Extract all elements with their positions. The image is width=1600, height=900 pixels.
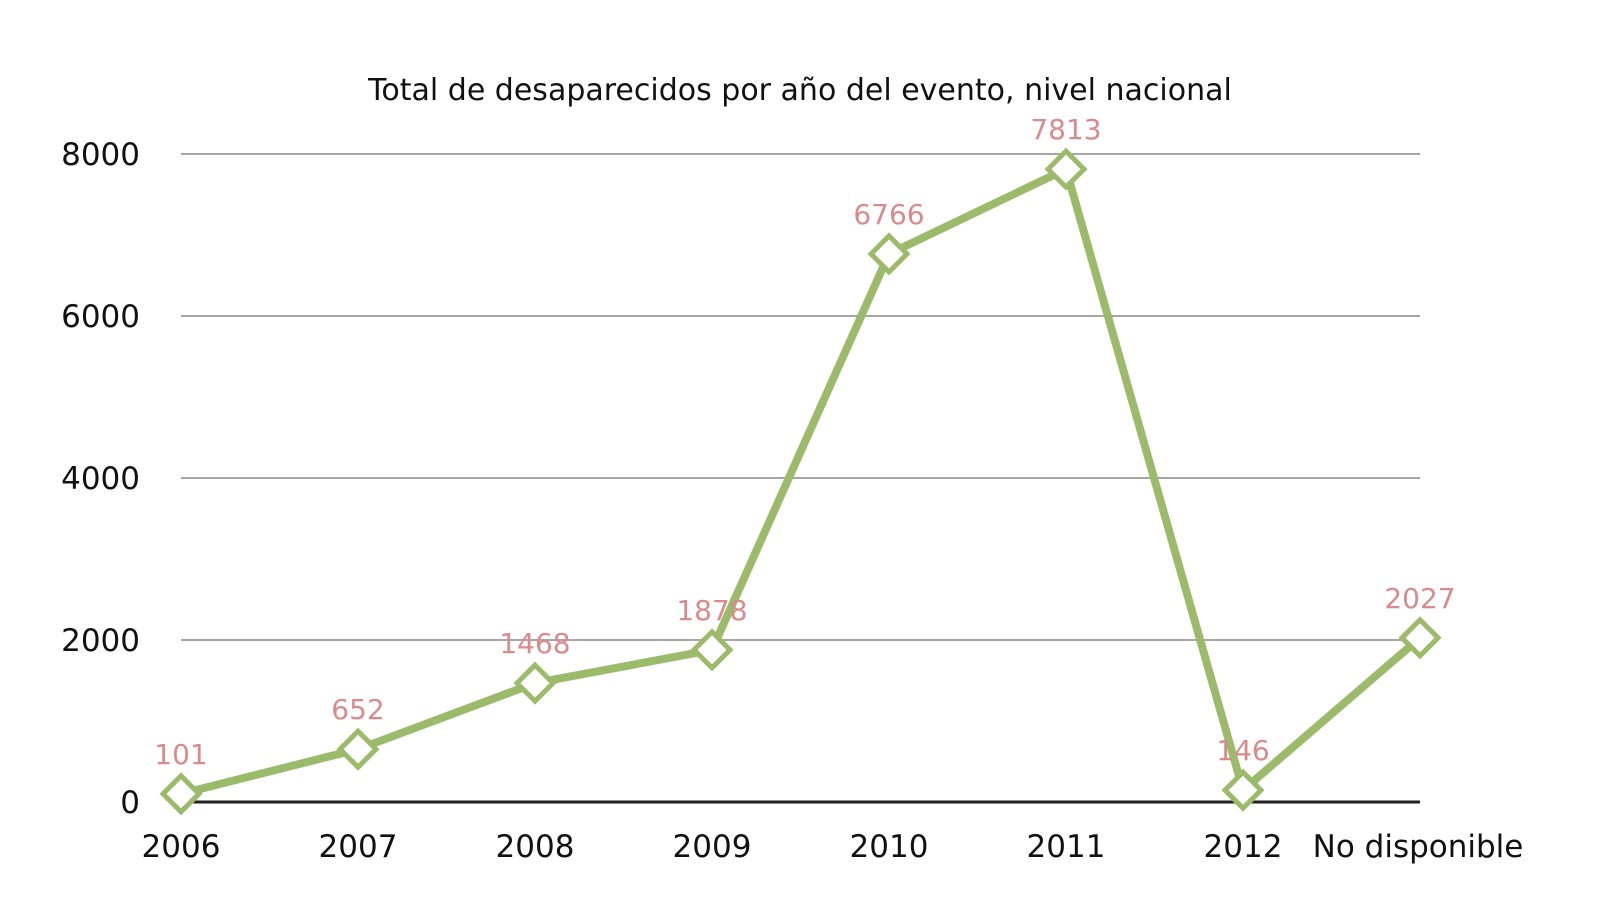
data-point-marker [867, 232, 911, 276]
x-tick-label: 2010 [850, 829, 929, 865]
data-label: 101 [154, 738, 207, 771]
y-tick-label: 8000 [61, 137, 140, 173]
chart-title: Total de desaparecidos por año del event… [367, 73, 1232, 108]
y-tick-label: 0 [120, 785, 140, 821]
x-tick-label: 2011 [1027, 829, 1106, 865]
data-label: 146 [1216, 734, 1269, 767]
series-line [180, 165, 1423, 798]
data-point-marker [1044, 147, 1088, 191]
y-tick-label: 4000 [61, 461, 140, 497]
x-tick-label: 2009 [673, 829, 752, 865]
data-label: 2027 [1384, 582, 1455, 615]
x-tick-label: 2006 [142, 829, 221, 865]
data-point-marker [159, 772, 203, 816]
y-tick-label: 2000 [61, 623, 140, 659]
data-label: 7813 [1030, 113, 1101, 146]
x-tick-label: 2012 [1204, 829, 1283, 865]
data-label: 6766 [853, 198, 924, 231]
y-tick-label: 6000 [61, 299, 140, 335]
data-point-marker [690, 628, 734, 672]
data-point-marker [513, 661, 557, 705]
x-tick-label: No disponible [1313, 829, 1524, 865]
data-point-marker [1398, 616, 1442, 660]
data-point-marker [336, 727, 380, 771]
x-tick-label: 2008 [496, 829, 575, 865]
x-tick-label: 2007 [319, 829, 398, 865]
data-label: 652 [331, 693, 384, 726]
data-label: 1468 [499, 627, 570, 660]
data-point-marker [1221, 768, 1265, 812]
data-label: 1878 [676, 594, 747, 627]
